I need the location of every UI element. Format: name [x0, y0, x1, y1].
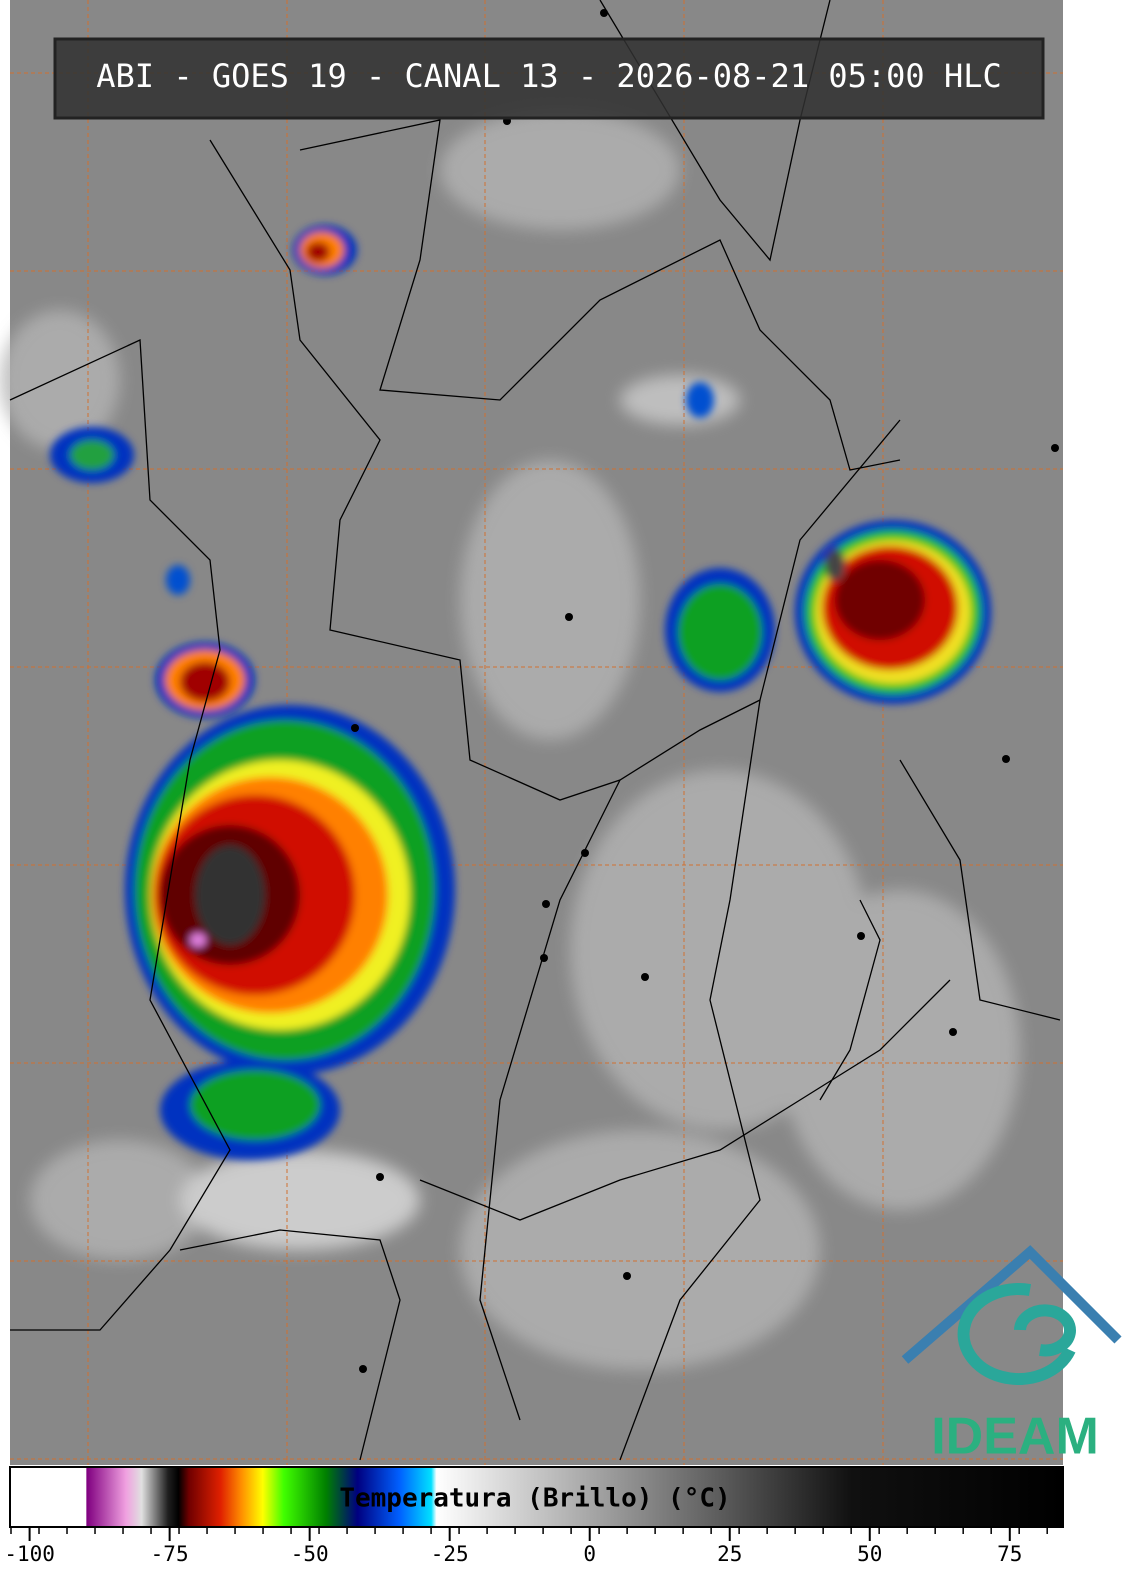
colorbar-ticks: -100 -75 -50 -25 0 25 50 75: [4, 1527, 1048, 1566]
tick-label: -50: [291, 1542, 329, 1566]
tick-label: 50: [857, 1542, 882, 1566]
title: ABI - GOES 19 - CANAL 13 - 2026-08-21 05…: [96, 57, 1001, 95]
colorbar-label: Temperatura (Brillo) (°C): [339, 1484, 730, 1514]
tick-label: -25: [431, 1542, 469, 1566]
logo: IDEAM: [901, 1245, 1122, 1466]
tick-label: 0: [583, 1542, 596, 1566]
tick-label: -75: [151, 1542, 189, 1566]
tick-label: -100: [4, 1542, 55, 1566]
tick-label: 75: [997, 1542, 1022, 1566]
title-box: [53, 37, 1045, 120]
logo-text: IDEAM: [931, 1408, 1099, 1466]
tick-label: 25: [717, 1542, 742, 1566]
colorbar: [9, 1466, 1064, 1528]
satellite-map: [0, 0, 1063, 1465]
